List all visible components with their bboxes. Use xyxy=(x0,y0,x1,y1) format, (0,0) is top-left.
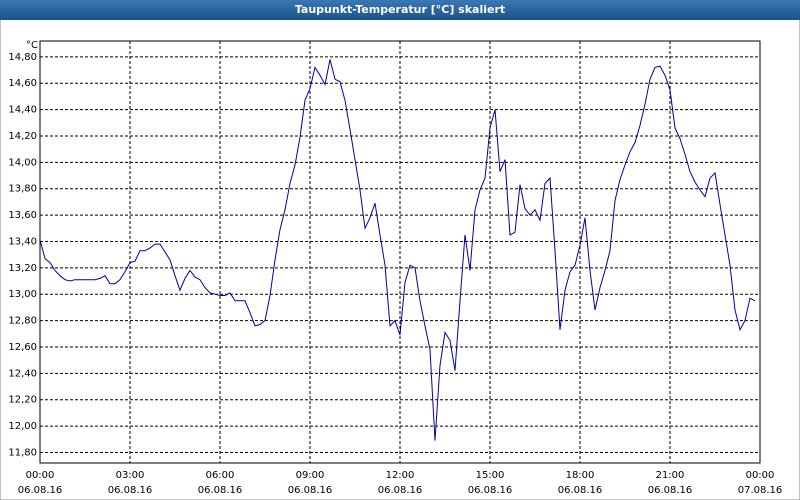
x-tick-date: 07.08.16 xyxy=(738,485,783,496)
data-line xyxy=(39,59,756,441)
x-tick-label: 00:00 xyxy=(26,470,55,481)
y-tick-label: 12,20 xyxy=(8,395,37,406)
plot-border xyxy=(39,40,761,464)
y-tick-label: 14,20 xyxy=(8,131,37,142)
x-tick-label: 06:00 xyxy=(206,470,235,481)
y-unit: °C xyxy=(26,40,38,51)
x-tick-date: 06.08.16 xyxy=(378,485,423,496)
x-tick-date: 06.08.16 xyxy=(558,485,603,496)
x-tick-date: 06.08.16 xyxy=(108,485,153,496)
x-tick-label: 09:00 xyxy=(296,470,325,481)
y-tick-label: 12,00 xyxy=(8,421,37,432)
y-tick-label: 13,60 xyxy=(8,210,37,221)
y-tick-label: 14,00 xyxy=(8,157,37,168)
y-tick-label: 13,20 xyxy=(8,263,37,274)
y-tick-label: 12,80 xyxy=(8,316,37,327)
y-tick-label: 12,40 xyxy=(8,368,37,379)
x-tick-date: 06.08.16 xyxy=(18,485,63,496)
y-tick-label: 13,80 xyxy=(8,184,37,195)
x-tick-label: 21:00 xyxy=(656,470,685,481)
x-tick-label: 18:00 xyxy=(566,470,595,481)
x-tick-date: 06.08.16 xyxy=(648,485,693,496)
x-tick-date: 06.08.16 xyxy=(468,485,513,496)
y-tick-label: 14,60 xyxy=(8,78,37,89)
y-tick-label: 13,00 xyxy=(8,289,37,300)
y-tick-label: 14,40 xyxy=(8,105,37,116)
x-tick-label: 12:00 xyxy=(386,470,415,481)
x-tick-date: 06.08.16 xyxy=(288,485,333,496)
y-tick-label: 12,60 xyxy=(8,342,37,353)
x-tick-label: 00:00 xyxy=(746,470,775,481)
title-bar xyxy=(0,0,800,20)
chart-title: Taupunkt-Temperatur [°C] skaliert xyxy=(295,3,505,16)
y-tick-label: 14,80 xyxy=(8,52,37,63)
x-tick-label: 15:00 xyxy=(476,470,505,481)
x-tick-label: 03:00 xyxy=(116,470,145,481)
y-tick-label: 13,40 xyxy=(8,236,37,247)
x-tick-date: 06.08.16 xyxy=(198,485,243,496)
y-tick-label: 11,80 xyxy=(8,447,37,458)
